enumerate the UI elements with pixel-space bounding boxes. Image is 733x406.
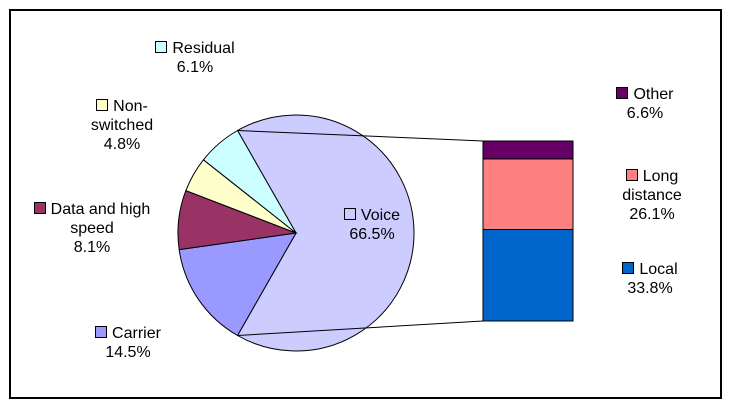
legend-swatch (622, 262, 635, 274)
percent-label: 33.8% (627, 280, 673, 297)
data-label: Long distance 26.1% (610, 167, 695, 224)
percent-label: 8.1% (73, 238, 111, 256)
percent-label: 6.1% (176, 59, 214, 76)
category-name: Data and high speed (50, 200, 151, 237)
data-label: Non-switched 4.8% (75, 97, 170, 154)
legend-swatch (96, 98, 109, 111)
data-label: Local 33.8% (605, 260, 695, 298)
legend-swatch (343, 208, 356, 220)
percent-label: 6.6% (626, 105, 664, 122)
legend-swatch (155, 41, 168, 53)
bar-segment (482, 140, 574, 160)
category-name: Long distance (622, 167, 682, 204)
pie-slice (178, 232, 297, 337)
percent-label: 26.1% (629, 205, 675, 223)
pie-slice (236, 114, 415, 352)
category-name: Other (633, 86, 674, 103)
connector-line (237, 130, 484, 142)
legend-swatch (625, 168, 638, 181)
percent-label: 14.5% (105, 344, 151, 361)
data-label: Voice 66.5% (327, 206, 417, 244)
legend-swatch (33, 201, 46, 214)
category-name: Local (639, 261, 678, 278)
category-name: Carrier (112, 325, 161, 342)
data-label: Carrier 14.5% (83, 324, 173, 362)
bar-segment (482, 229, 574, 322)
category-name: Voice (360, 207, 401, 224)
legend-swatch (95, 326, 108, 338)
connector-line (237, 320, 484, 336)
category-name: Non-switched (90, 97, 154, 134)
data-label: Residual 6.1% (135, 39, 255, 77)
percent-label: 66.5% (349, 226, 395, 243)
pie-slice (202, 129, 297, 234)
bar-segment (482, 158, 574, 231)
legend-swatch (616, 87, 629, 99)
percent-label: 4.8% (103, 135, 141, 153)
category-name: Residual (172, 40, 235, 57)
data-label: Other 6.6% (600, 85, 690, 123)
data-label: Data and high speed 8.1% (27, 200, 157, 257)
